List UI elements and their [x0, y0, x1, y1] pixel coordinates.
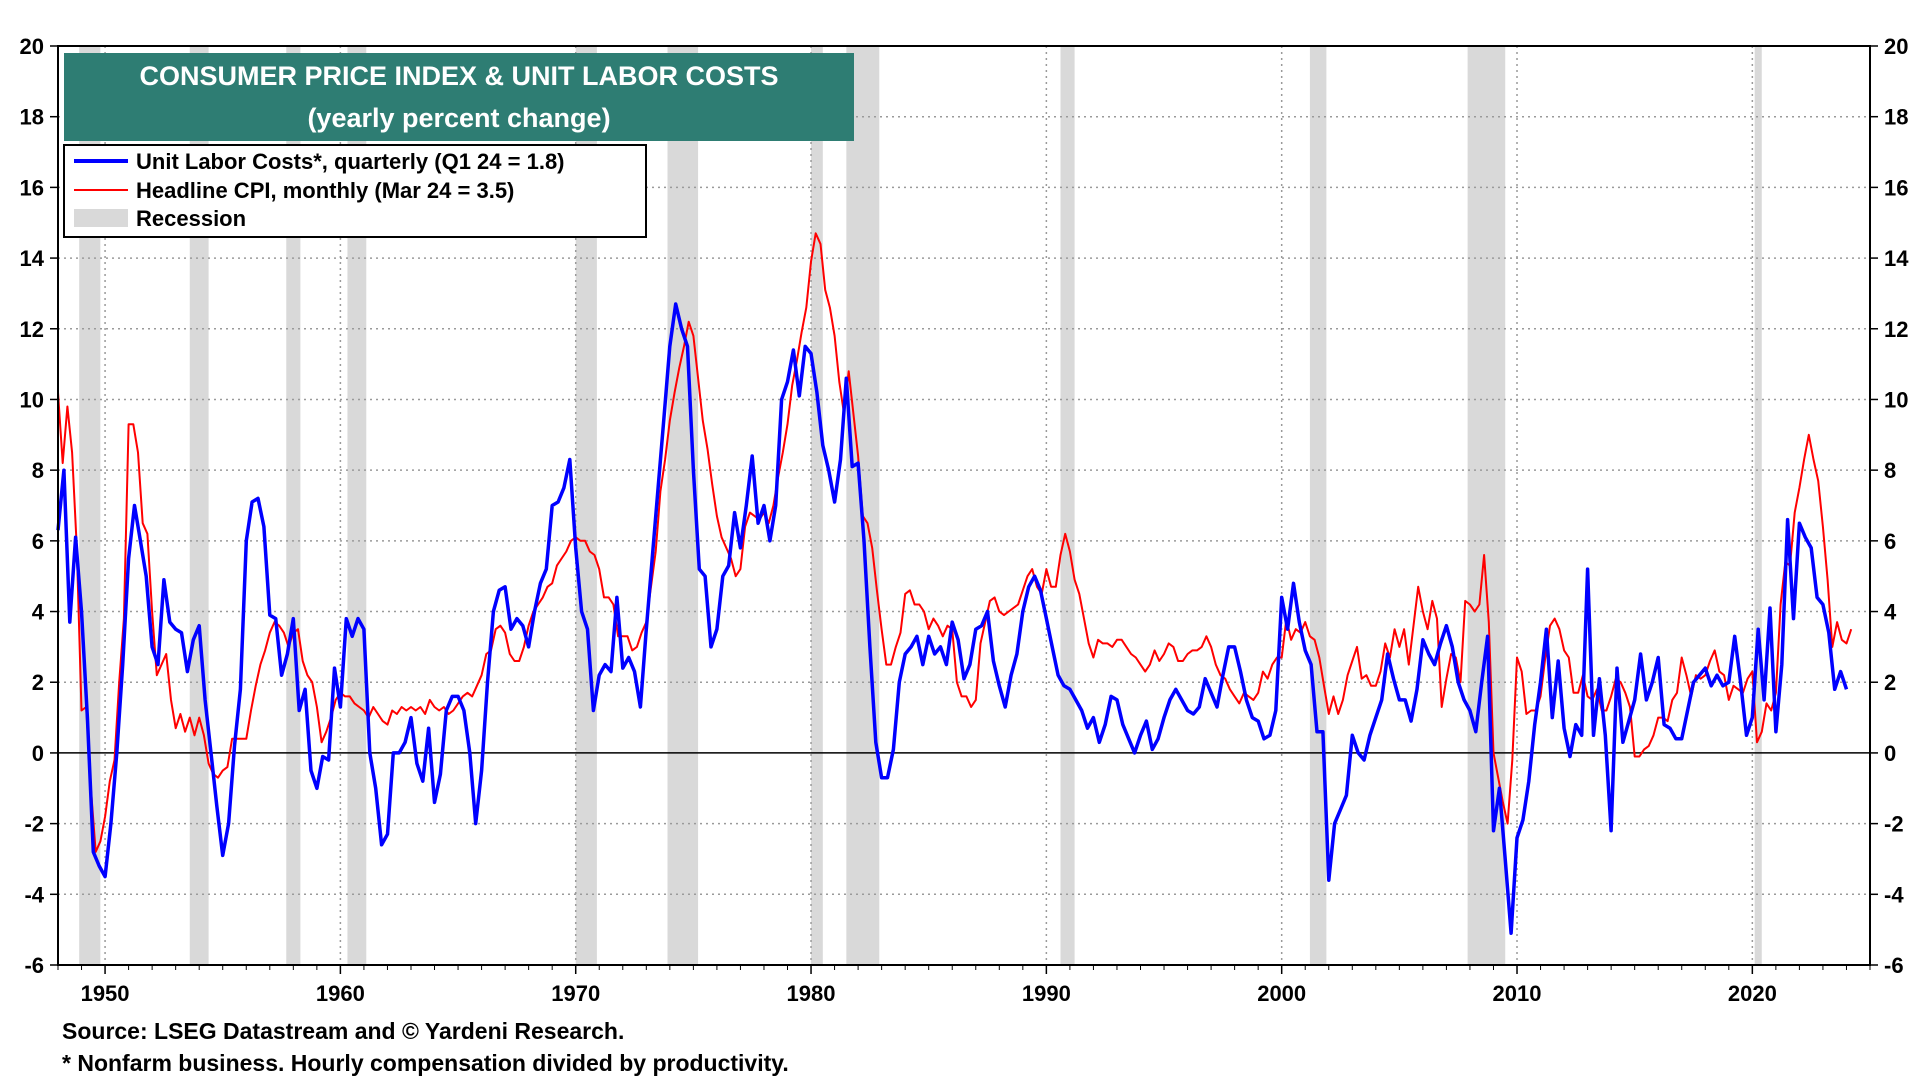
y-tick-label-left: 0: [32, 741, 44, 766]
y-tick-label-right: -6: [1884, 953, 1904, 978]
x-tick-label: 1950: [81, 981, 130, 1006]
recession-band: [667, 46, 699, 965]
y-tick-label-left: 8: [32, 458, 44, 483]
title-box: [64, 53, 854, 141]
y-tick-label-right: 16: [1884, 175, 1908, 200]
y-tick-label-left: 14: [20, 246, 45, 271]
chart-title: CONSUMER PRICE INDEX & UNIT LABOR COSTS: [139, 61, 778, 91]
series-line-unit-labor-costs: [56, 302, 1849, 935]
recession-band: [286, 46, 301, 965]
y-tick-label-right: 0: [1884, 741, 1896, 766]
y-tick-label-left: 10: [20, 387, 44, 412]
recession-band: [1309, 46, 1327, 965]
x-tick-label: 1970: [551, 981, 600, 1006]
source-note: Source: LSEG Datastream and © Yardeni Re…: [62, 1018, 625, 1044]
y-tick-label-right: 2: [1884, 670, 1896, 695]
y-tick-label-right: 12: [1884, 317, 1908, 342]
recession-band: [347, 46, 367, 965]
recession-band: [1754, 46, 1762, 965]
legend-swatch-recession: [74, 209, 128, 227]
y-tick-label-right: 20: [1884, 34, 1908, 59]
y-tick-label-right: 14: [1884, 246, 1909, 271]
recession-band: [811, 46, 823, 965]
legend-label-recession: Recession: [136, 206, 246, 231]
y-tick-label-right: -2: [1884, 812, 1904, 837]
y-tick-label-left: -4: [24, 882, 44, 907]
x-tick-label: 1990: [1022, 981, 1071, 1006]
x-tick-label: 1960: [316, 981, 365, 1006]
y-tick-label-left: -6: [24, 953, 44, 978]
plot-frame: [57, 45, 1871, 966]
legend: Unit Labor Costs*, quarterly (Q1 24 = 1.…: [63, 144, 647, 238]
y-tick-label-left: 12: [20, 317, 44, 342]
y-tick-label-right: -4: [1884, 882, 1904, 907]
y-tick-label-left: 16: [20, 175, 44, 200]
y-tick-label-right: 4: [1884, 600, 1897, 625]
y-tick-label-left: 4: [32, 600, 45, 625]
recession-band: [575, 46, 597, 965]
y-tick-label-right: 8: [1884, 458, 1896, 483]
recession-band: [79, 46, 101, 965]
y-tick-label-right: 10: [1884, 387, 1908, 412]
x-tick-label: 2000: [1257, 981, 1306, 1006]
y-tick-label-right: 18: [1884, 105, 1908, 130]
y-tick-label-left: 6: [32, 529, 44, 554]
legend-label-ulc: Unit Labor Costs*, quarterly (Q1 24 = 1.…: [136, 149, 565, 174]
y-tick-label-left: 20: [20, 34, 44, 59]
series-line-headline-cpi: [57, 232, 1853, 853]
y-tick-label-right: 6: [1884, 529, 1896, 554]
x-tick-label: 2020: [1728, 981, 1777, 1006]
y-tick-label-left: 2: [32, 670, 44, 695]
legend-label-cpi: Headline CPI, monthly (Mar 24 = 3.5): [136, 178, 514, 203]
chart-subtitle: (yearly percent change): [307, 103, 610, 133]
y-tick-label-left: 18: [20, 105, 44, 130]
footnote: * Nonfarm business. Hourly compensation …: [62, 1050, 789, 1076]
recession-band: [1467, 46, 1506, 965]
x-tick-label: 1980: [787, 981, 836, 1006]
y-tick-label-left: -2: [24, 812, 44, 837]
legend-box: [63, 144, 647, 238]
x-tick-label: 2010: [1493, 981, 1542, 1006]
recession-band: [1060, 46, 1075, 965]
